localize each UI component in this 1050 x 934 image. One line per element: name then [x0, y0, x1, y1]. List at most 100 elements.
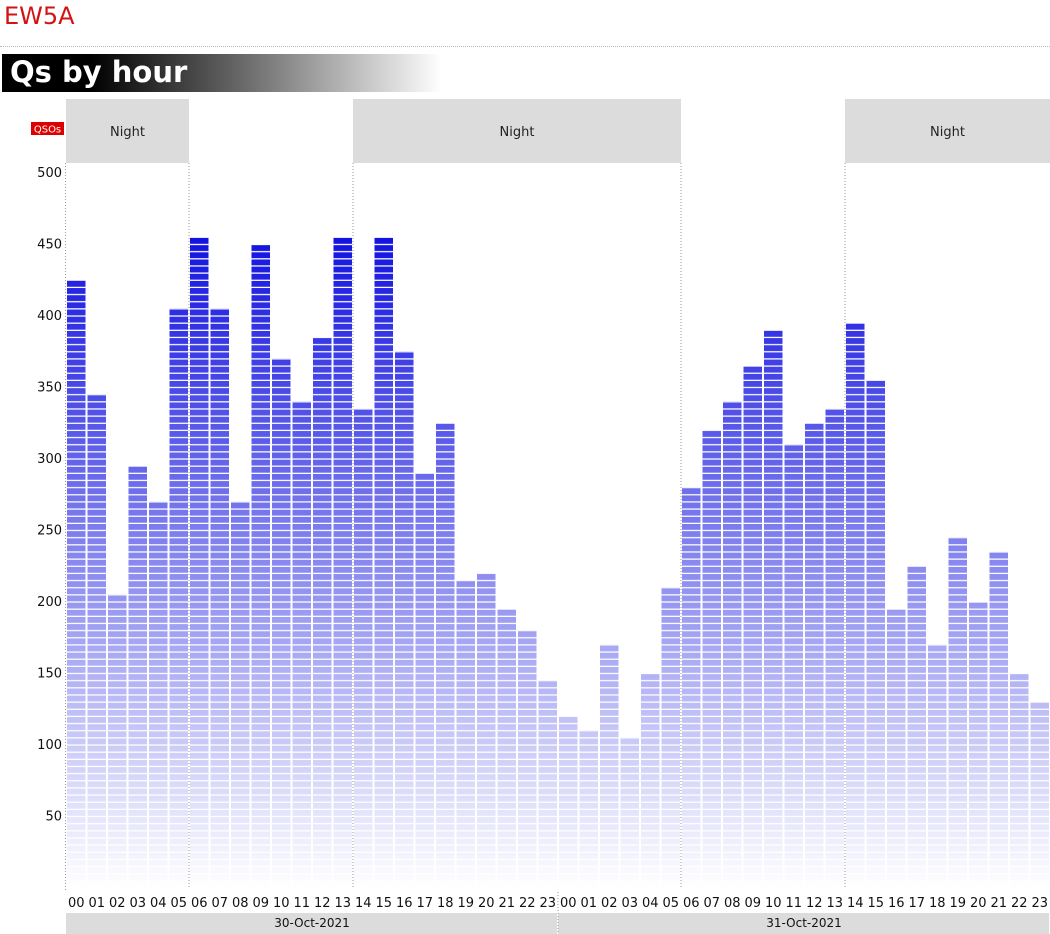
bar-stripes [190, 237, 209, 889]
bar-stripes [825, 408, 844, 888]
date-band [558, 913, 1049, 934]
x-tick-label: 09 [744, 896, 761, 911]
bar-stripes [128, 466, 147, 888]
divider [0, 46, 1050, 47]
bar-stripes [251, 244, 270, 888]
y-tick-label: 400 [37, 309, 62, 324]
x-tick-label: 17 [908, 896, 925, 911]
bar-stripes [292, 401, 311, 888]
bar-stripes [456, 580, 475, 888]
x-tick-label: 01 [88, 896, 105, 911]
bar-stripes [497, 609, 516, 888]
y-tick-label: 500 [37, 166, 62, 181]
x-tick-label: 13 [334, 896, 351, 911]
x-tick-label: 12 [806, 896, 823, 911]
night-band [353, 99, 681, 163]
bar-stripes [1010, 673, 1029, 888]
y-tick-label: 200 [37, 595, 62, 610]
bar-stripes [866, 380, 885, 888]
bar-stripes [415, 473, 434, 888]
x-tick-label: 02 [109, 896, 126, 911]
bar-stripes [87, 394, 106, 888]
bar-stripes [518, 630, 537, 888]
section-title: Qs by hour [10, 55, 188, 89]
x-tick-label: 09 [252, 896, 269, 911]
bar-stripes [108, 594, 127, 888]
x-tick-label: 03 [129, 896, 146, 911]
night-label: Night [930, 125, 965, 140]
bar-stripes [67, 280, 86, 888]
bar-stripes [272, 358, 291, 888]
x-tick-label: 20 [970, 896, 987, 911]
x-tick-label: 07 [211, 896, 228, 911]
bar-stripes [395, 351, 414, 888]
y-axis-label: QSOs [34, 125, 61, 136]
x-tick-label: 03 [621, 896, 638, 911]
bar-stripes [1030, 702, 1049, 888]
x-tick-label: 10 [765, 896, 782, 911]
x-tick-label: 04 [642, 896, 659, 911]
x-tick-label: 15 [867, 896, 884, 911]
date-band [66, 913, 557, 934]
bar-stripes [436, 423, 455, 888]
date-label: 31-Oct-2021 [766, 916, 842, 930]
bar-stripes [600, 644, 619, 888]
bar-stripes [477, 573, 496, 888]
x-tick-label: 14 [355, 896, 372, 911]
x-tick-label: 18 [929, 896, 946, 911]
x-tick-label: 04 [150, 896, 167, 911]
station-callsign: EW5A [4, 2, 75, 30]
y-tick-label: 350 [37, 381, 62, 396]
x-tick-label: 23 [539, 896, 556, 911]
bar-stripes [805, 423, 824, 888]
night-band [845, 99, 1050, 163]
bar-stripes [907, 566, 926, 888]
x-tick-label: 19 [457, 896, 474, 911]
night-label: Night [500, 125, 535, 140]
x-tick-label: 19 [949, 896, 966, 911]
x-tick-label: 08 [724, 896, 741, 911]
bar-stripes [661, 587, 680, 888]
x-tick-label: 22 [1011, 896, 1028, 911]
y-tick-label: 100 [37, 738, 62, 753]
x-tick-label: 08 [232, 896, 249, 911]
date-label: 30-Oct-2021 [274, 916, 350, 930]
x-tick-label: 16 [888, 896, 905, 911]
bar-stripes [210, 308, 229, 889]
bar-stripes [989, 551, 1008, 888]
bar-stripes [948, 537, 967, 888]
bar-stripes [641, 673, 660, 888]
x-tick-label: 11 [785, 896, 802, 911]
y-axis-label-badge [31, 122, 64, 135]
bar-stripes [333, 237, 352, 889]
bar-stripes [969, 602, 988, 888]
x-tick-label: 18 [437, 896, 454, 911]
bar-stripes [846, 323, 865, 888]
bar-stripes [374, 237, 393, 889]
bar-stripes [784, 444, 803, 888]
x-tick-label: 06 [683, 896, 700, 911]
y-tick-label: 50 [45, 810, 62, 825]
bar-stripes [620, 737, 639, 888]
y-tick-label: 150 [37, 667, 62, 682]
bar-stripes [682, 487, 701, 888]
bar-stripes [764, 330, 783, 888]
x-tick-label: 01 [580, 896, 597, 911]
bar-stripes [928, 644, 947, 888]
bar-stripes [149, 501, 168, 888]
y-tick-label: 300 [37, 452, 62, 467]
bar-stripes [538, 680, 557, 888]
x-tick-label: 14 [847, 896, 864, 911]
night-band [66, 99, 189, 163]
bar-stripes [579, 730, 598, 888]
x-tick-label: 10 [273, 896, 290, 911]
qs-by-hour-chart: Night Night NightQSOs501001502002503003504… [31, 99, 1050, 934]
x-tick-label: 23 [1031, 896, 1048, 911]
x-tick-label: 07 [703, 896, 720, 911]
bar-stripes [354, 408, 373, 888]
bar-stripes [887, 609, 906, 888]
bar-stripes [313, 337, 332, 888]
bar-stripes [743, 366, 762, 888]
night-label: Night [110, 125, 145, 140]
section-header: Qs by hour [2, 54, 442, 92]
